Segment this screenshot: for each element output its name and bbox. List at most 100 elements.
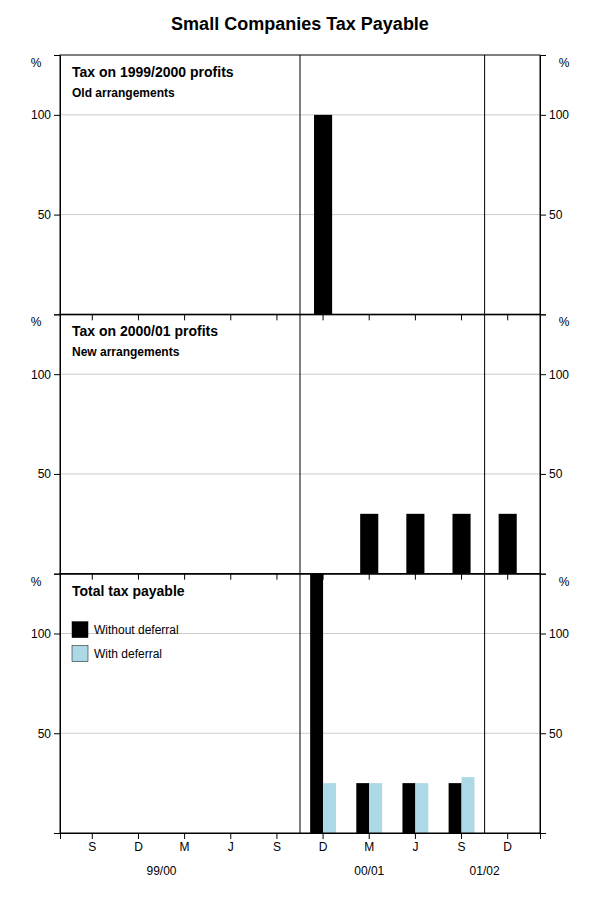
tick: J [228,833,234,854]
tick [92,574,93,580]
bar [310,574,323,833]
x-axis: SDMJSDMJSD [61,833,541,854]
tick: S [273,833,281,854]
panel-subtitle: Old arrangements [72,86,175,100]
plot-frame [60,55,540,314]
axis-line [541,315,547,574]
tick [415,314,416,320]
tick-mark [54,733,60,734]
tick [276,574,277,580]
tick [184,314,185,320]
panel-title: Total tax payable [72,583,185,599]
bar [406,514,424,574]
tick-label: 50 [549,727,563,741]
panel: 5010050100%%Tax on 2000/01 profitsNew ar… [31,314,570,579]
tick-mark [369,833,370,839]
bar [415,783,428,833]
bars [314,115,332,314]
tick-label: 100 [31,368,51,382]
tick-label: M [364,840,374,854]
tick: 100 [540,368,569,382]
tick-label: 100 [549,368,569,382]
bar [356,783,369,833]
bar [452,514,470,574]
bar [323,783,336,833]
bar [402,783,415,833]
tick-label: M [180,840,190,854]
tick-mark [540,115,546,116]
axis-line [54,315,61,574]
divider-line [484,574,485,833]
tick: D [503,833,512,854]
tick-label: 50 [38,467,52,481]
y-axis-label: % [31,56,42,70]
tick [138,314,139,320]
divider-line [484,314,485,573]
tick-mark [54,374,60,375]
tick-mark [138,314,139,320]
divider-line [300,55,301,314]
panel-title: Tax on 1999/2000 profits [72,64,234,80]
bars [310,574,474,833]
legend-label: With deferral [94,647,162,661]
plot-frame [60,574,540,833]
tick-mark [540,634,546,635]
dividers [300,55,485,314]
y-axis: 50100 [31,574,61,833]
y-axis: 50 100 [540,56,569,315]
tick-label: 50 [549,467,563,481]
tick-mark [540,215,546,216]
tick: 100 [540,108,569,122]
tick: M [180,833,190,854]
tick: 50 [540,727,563,741]
tick-label: 50 [38,727,52,741]
tick-label: D [503,840,512,854]
title: Small Companies Tax Payable [171,14,429,34]
tick-mark [276,574,277,580]
tick-mark [415,574,416,580]
dividers [300,574,485,833]
tick-mark [540,733,546,734]
tick-label: 50 [549,208,563,222]
tick-mark [184,574,185,580]
tick-label: S [273,840,281,854]
tick-mark [92,314,93,320]
chart: Small Companies Tax Payable 50 100 50 100%% T… [0,0,600,903]
tick [230,314,231,320]
divider-line [484,55,485,314]
tick-mark [540,474,546,475]
bar [369,783,382,833]
tick-mark [184,314,185,320]
tick [461,574,462,580]
panel-subtitle: New arrangements [72,345,180,359]
tick: 100 [31,108,60,122]
series [310,574,461,833]
legend-swatch [72,622,88,638]
tick [369,574,370,580]
annotation: 00/01 [354,864,384,878]
axis-line [61,834,541,840]
tick: M [364,833,374,854]
tick-mark [461,833,462,839]
y-axis-label: % [31,315,42,329]
tick-mark [507,833,508,839]
tick-mark [540,374,546,375]
tick-mark [507,314,508,320]
bar [449,783,462,833]
annotation: 01/02 [470,864,500,878]
y-axis: 50 100 [31,315,61,574]
panel: 5010050100SDMJSDMJSD%%Total tax payableW… [31,574,570,878]
axis-line [541,56,547,315]
tick-mark [184,833,185,839]
tick: 50 [38,467,60,481]
tick-mark [323,833,324,839]
tick-label: D [319,840,328,854]
axis-line [54,574,61,833]
y-axis: 50100 [540,574,569,833]
y-axis: 50100 [31,56,61,315]
tick-label: D [134,840,143,854]
dividers [300,314,485,573]
tick-mark [276,833,277,839]
tick-mark [415,314,416,320]
y-axis: 50 100 [540,315,569,574]
